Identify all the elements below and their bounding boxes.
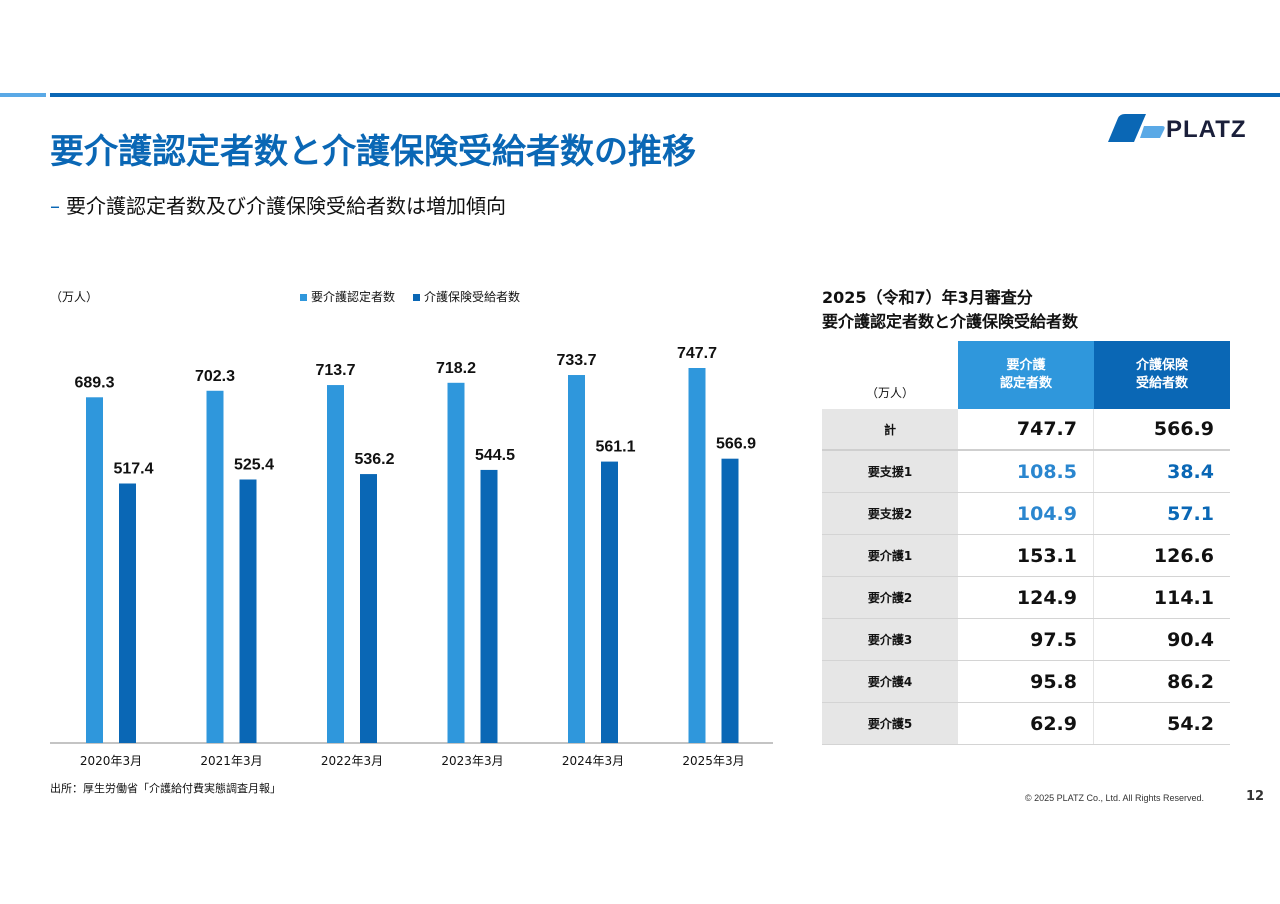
cell-recipients: 126.6 <box>1153 544 1214 567</box>
row-label: 要介護1 <box>822 535 958 576</box>
row-label: 要介護4 <box>822 661 958 702</box>
subtitle-text: 要介護認定者数及び介護保険受給者数は増加傾向 <box>66 194 506 218</box>
data-label-recipients: 525.4 <box>234 456 274 473</box>
table-title: 2025（令和7）年3月審査分 要介護認定者数と介護保険受給者数 <box>822 286 1078 334</box>
source-note: 出所：厚生労働省「介護給付費実態調査月報」 <box>50 782 281 795</box>
cell-recipients: 57.1 <box>1167 502 1214 525</box>
copyright-text: © 2025 PLATZ Co., Ltd. All Rights Reserv… <box>1025 793 1205 803</box>
logo-text: PLATZ <box>1166 116 1247 143</box>
table-row: 要介護4 95.8 86.2 <box>822 661 1230 703</box>
cell-certified: 104.9 <box>958 493 1094 534</box>
data-label-certified: 702.3 <box>195 368 235 385</box>
bar-certified <box>568 375 585 743</box>
page-title: 要介護認定者数と介護保険受給者数の推移 <box>50 132 696 172</box>
cell-recipients: 54.2 <box>1167 712 1214 735</box>
row-label: 要支援2 <box>822 493 958 534</box>
row-label: 要介護5 <box>822 703 958 744</box>
data-label-recipients: 561.1 <box>595 439 635 456</box>
bar-certified <box>206 390 224 743</box>
legend-item-recipients: 介護保険受給者数 <box>413 288 520 305</box>
cell-certified: 95.8 <box>958 661 1094 702</box>
table-title-line1: 2025（令和7）年3月審査分 <box>822 288 1033 307</box>
table-header-recipients: 介護保険 受給者数 <box>1094 341 1230 409</box>
data-label-certified: 718.2 <box>436 360 476 377</box>
data-label-recipients: 566.9 <box>716 436 756 453</box>
bar-recipients <box>601 461 618 743</box>
table-header-row: （万人） 要介護 認定者数 介護保険 受給者数 <box>822 341 1230 409</box>
data-label-certified: 689.3 <box>74 374 114 391</box>
legend-item-certified: 要介護認定者数 <box>300 288 395 305</box>
breakdown-table: （万人） 要介護 認定者数 介護保険 受給者数 計 747.7 566.9 要支援1… <box>822 341 1230 745</box>
cell-recipients: 566.9 <box>1153 418 1214 440</box>
legend-swatch-certified <box>300 294 307 301</box>
data-label-certified: 713.7 <box>315 362 355 379</box>
x-tick-label: 2023年3月 <box>441 754 503 768</box>
data-label-certified: 733.7 <box>556 352 596 369</box>
cell-recipients: 38.4 <box>1167 460 1214 483</box>
header-accent-bar-light <box>0 93 46 97</box>
bar-recipients <box>360 474 377 743</box>
data-label-recipients: 536.2 <box>354 451 394 468</box>
table-row: 要介護1 153.1 126.6 <box>822 535 1230 577</box>
cell-certified: 97.5 <box>958 619 1094 660</box>
cell-certified: 108.5 <box>958 451 1094 492</box>
row-label: 要介護3 <box>822 619 958 660</box>
page-subtitle: – 要介護認定者数及び介護保険受給者数は増加傾向 <box>50 190 506 219</box>
table-row: 要介護3 97.5 90.4 <box>822 619 1230 661</box>
platz-logo-icon <box>1108 114 1165 142</box>
table-row: 要支援2 104.9 57.1 <box>822 493 1230 535</box>
bar-recipients <box>721 458 739 743</box>
data-label-recipients: 544.5 <box>475 447 515 464</box>
bar-certified <box>86 397 103 743</box>
x-tick-label: 2025年3月 <box>682 754 744 768</box>
cell-certified: 153.1 <box>958 535 1094 576</box>
bar-chart: 689.3 517.4 2020年3月 702.3 525.4 2021年3月 713.7 5… <box>50 345 773 768</box>
table-title-line2: 要介護認定者数と介護保険受給者数 <box>822 312 1079 331</box>
cell-recipients: 114.1 <box>1153 586 1214 609</box>
table-row: 要支援1 108.5 38.4 <box>822 451 1230 493</box>
cell-recipients: 90.4 <box>1167 628 1214 651</box>
x-tick-label: 2021年3月 <box>200 754 262 768</box>
cell-certified: 124.9 <box>958 577 1094 618</box>
row-label: 計 <box>822 409 958 449</box>
bar-certified <box>688 368 706 743</box>
cell-certified: 747.7 <box>958 409 1094 449</box>
bar-recipients <box>239 479 257 743</box>
bar-recipients <box>119 483 136 743</box>
chart-legend: 要介護認定者数 介護保険受給者数 <box>300 288 520 305</box>
x-tick-label: 2020年3月 <box>80 754 142 768</box>
subtitle-dash: – <box>50 194 60 218</box>
row-label: 要介護2 <box>822 577 958 618</box>
header-accent-bar <box>50 93 1280 97</box>
data-label-recipients: 517.4 <box>113 461 153 478</box>
x-tick-label: 2022年3月 <box>321 754 383 768</box>
x-tick-label: 2024年3月 <box>562 754 624 768</box>
cell-recipients: 86.2 <box>1167 670 1214 693</box>
table-header-certified: 要介護 認定者数 <box>958 341 1094 409</box>
row-label: 要支援1 <box>822 451 958 492</box>
table-row: 計 747.7 566.9 <box>822 409 1230 451</box>
table-unit-label: （万人） <box>865 386 914 400</box>
bar-certified <box>327 385 344 743</box>
cell-certified: 62.9 <box>958 703 1094 744</box>
chart-unit-label: （万人） <box>50 290 99 304</box>
legend-swatch-recipients <box>413 294 421 301</box>
bar-certified <box>447 382 465 743</box>
table-row: 要介護5 62.9 54.2 <box>822 703 1230 745</box>
table-row: 要介護2 124.9 114.1 <box>822 577 1230 619</box>
data-label-certified: 747.7 <box>677 345 717 362</box>
page-number: 12 <box>1246 789 1265 804</box>
bar-recipients <box>480 469 498 743</box>
